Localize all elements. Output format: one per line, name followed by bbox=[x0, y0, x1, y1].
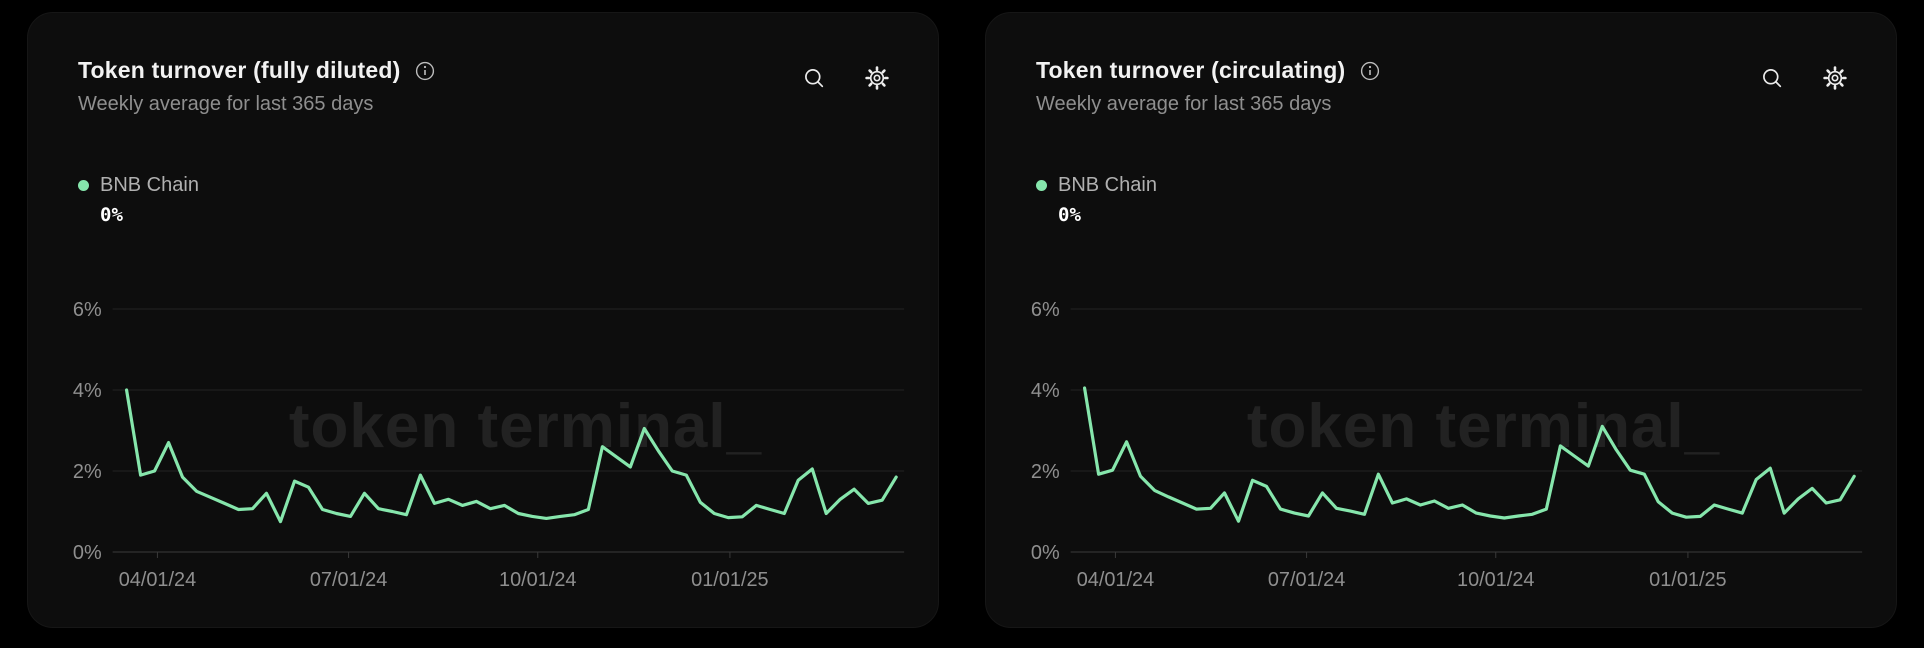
gear-icon[interactable] bbox=[864, 65, 890, 91]
svg-text:04/01/24: 04/01/24 bbox=[1077, 569, 1154, 591]
svg-text:0%: 0% bbox=[73, 542, 102, 564]
card-token-turnover-circulating: Token turnover (circulating) Weekly aver… bbox=[985, 12, 1897, 628]
header-icons bbox=[802, 65, 890, 91]
legend-value: 0% bbox=[1058, 204, 1081, 226]
header-icons bbox=[1760, 65, 1848, 91]
card-header-text: Token turnover (circulating) Weekly aver… bbox=[1036, 57, 1381, 116]
info-icon[interactable] bbox=[1359, 60, 1381, 82]
title-row: Token turnover (fully diluted) bbox=[78, 57, 436, 84]
token-terminal-watermark: token terminal_ bbox=[1246, 392, 1721, 461]
svg-text:6%: 6% bbox=[73, 299, 102, 321]
info-icon[interactable] bbox=[414, 60, 436, 82]
svg-text:10/01/24: 10/01/24 bbox=[1457, 569, 1534, 591]
legend-dot bbox=[78, 180, 89, 191]
svg-text:10/01/24: 10/01/24 bbox=[499, 569, 576, 591]
title-row: Token turnover (circulating) bbox=[1036, 57, 1381, 84]
svg-text:4%: 4% bbox=[73, 380, 102, 402]
card-header: Token turnover (circulating) Weekly aver… bbox=[1036, 57, 1848, 116]
card-title: Token turnover (circulating) bbox=[1036, 57, 1346, 83]
legend-value: 0% bbox=[100, 204, 123, 226]
svg-text:07/01/24: 07/01/24 bbox=[310, 569, 387, 591]
legend-label: BNB Chain bbox=[1058, 174, 1157, 196]
svg-text:0%: 0% bbox=[1031, 542, 1060, 564]
dashboard-row: Token turnover (fully diluted) Weekly av… bbox=[27, 12, 1897, 628]
card-subtitle: Weekly average for last 365 days bbox=[78, 93, 374, 115]
legend-label: BNB Chain bbox=[100, 174, 199, 196]
card-title: Token turnover (fully diluted) bbox=[78, 57, 401, 83]
turnover-line-chart[interactable]: 0% 2% 4% 6% 04/01/24 07/01/24 10/01/24 01/01/25 bbox=[28, 295, 938, 625]
turnover-line-chart[interactable]: 0% 2% 4% 6% 04/01/24 07/01/24 10/01/24 01/01/25 bbox=[986, 295, 1896, 625]
svg-text:01/01/25: 01/01/25 bbox=[1649, 569, 1726, 591]
gear-icon[interactable] bbox=[1822, 65, 1848, 91]
svg-text:01/01/25: 01/01/25 bbox=[691, 569, 768, 591]
card-header: Token turnover (fully diluted) Weekly av… bbox=[78, 57, 890, 116]
legend: BNB Chain 0% bbox=[1036, 174, 1848, 226]
search-icon[interactable] bbox=[1760, 66, 1784, 90]
card-token-turnover-fully-diluted: Token turnover (fully diluted) Weekly av… bbox=[27, 12, 939, 628]
legend-item-bnb-chain[interactable]: BNB Chain bbox=[1036, 174, 1848, 197]
card-subtitle: Weekly average for last 365 days bbox=[1036, 93, 1332, 115]
legend-item-bnb-chain[interactable]: BNB Chain bbox=[78, 174, 890, 197]
svg-text:04/01/24: 04/01/24 bbox=[119, 569, 196, 591]
legend-dot bbox=[1036, 180, 1047, 191]
legend: BNB Chain 0% bbox=[78, 174, 890, 226]
token-terminal-watermark: token terminal_ bbox=[288, 392, 763, 461]
svg-text:2%: 2% bbox=[73, 461, 102, 483]
svg-text:07/01/24: 07/01/24 bbox=[1268, 569, 1345, 591]
svg-text:2%: 2% bbox=[1031, 461, 1060, 483]
svg-text:6%: 6% bbox=[1031, 299, 1060, 321]
search-icon[interactable] bbox=[802, 66, 826, 90]
svg-text:4%: 4% bbox=[1031, 380, 1060, 402]
card-header-text: Token turnover (fully diluted) Weekly av… bbox=[78, 57, 436, 116]
